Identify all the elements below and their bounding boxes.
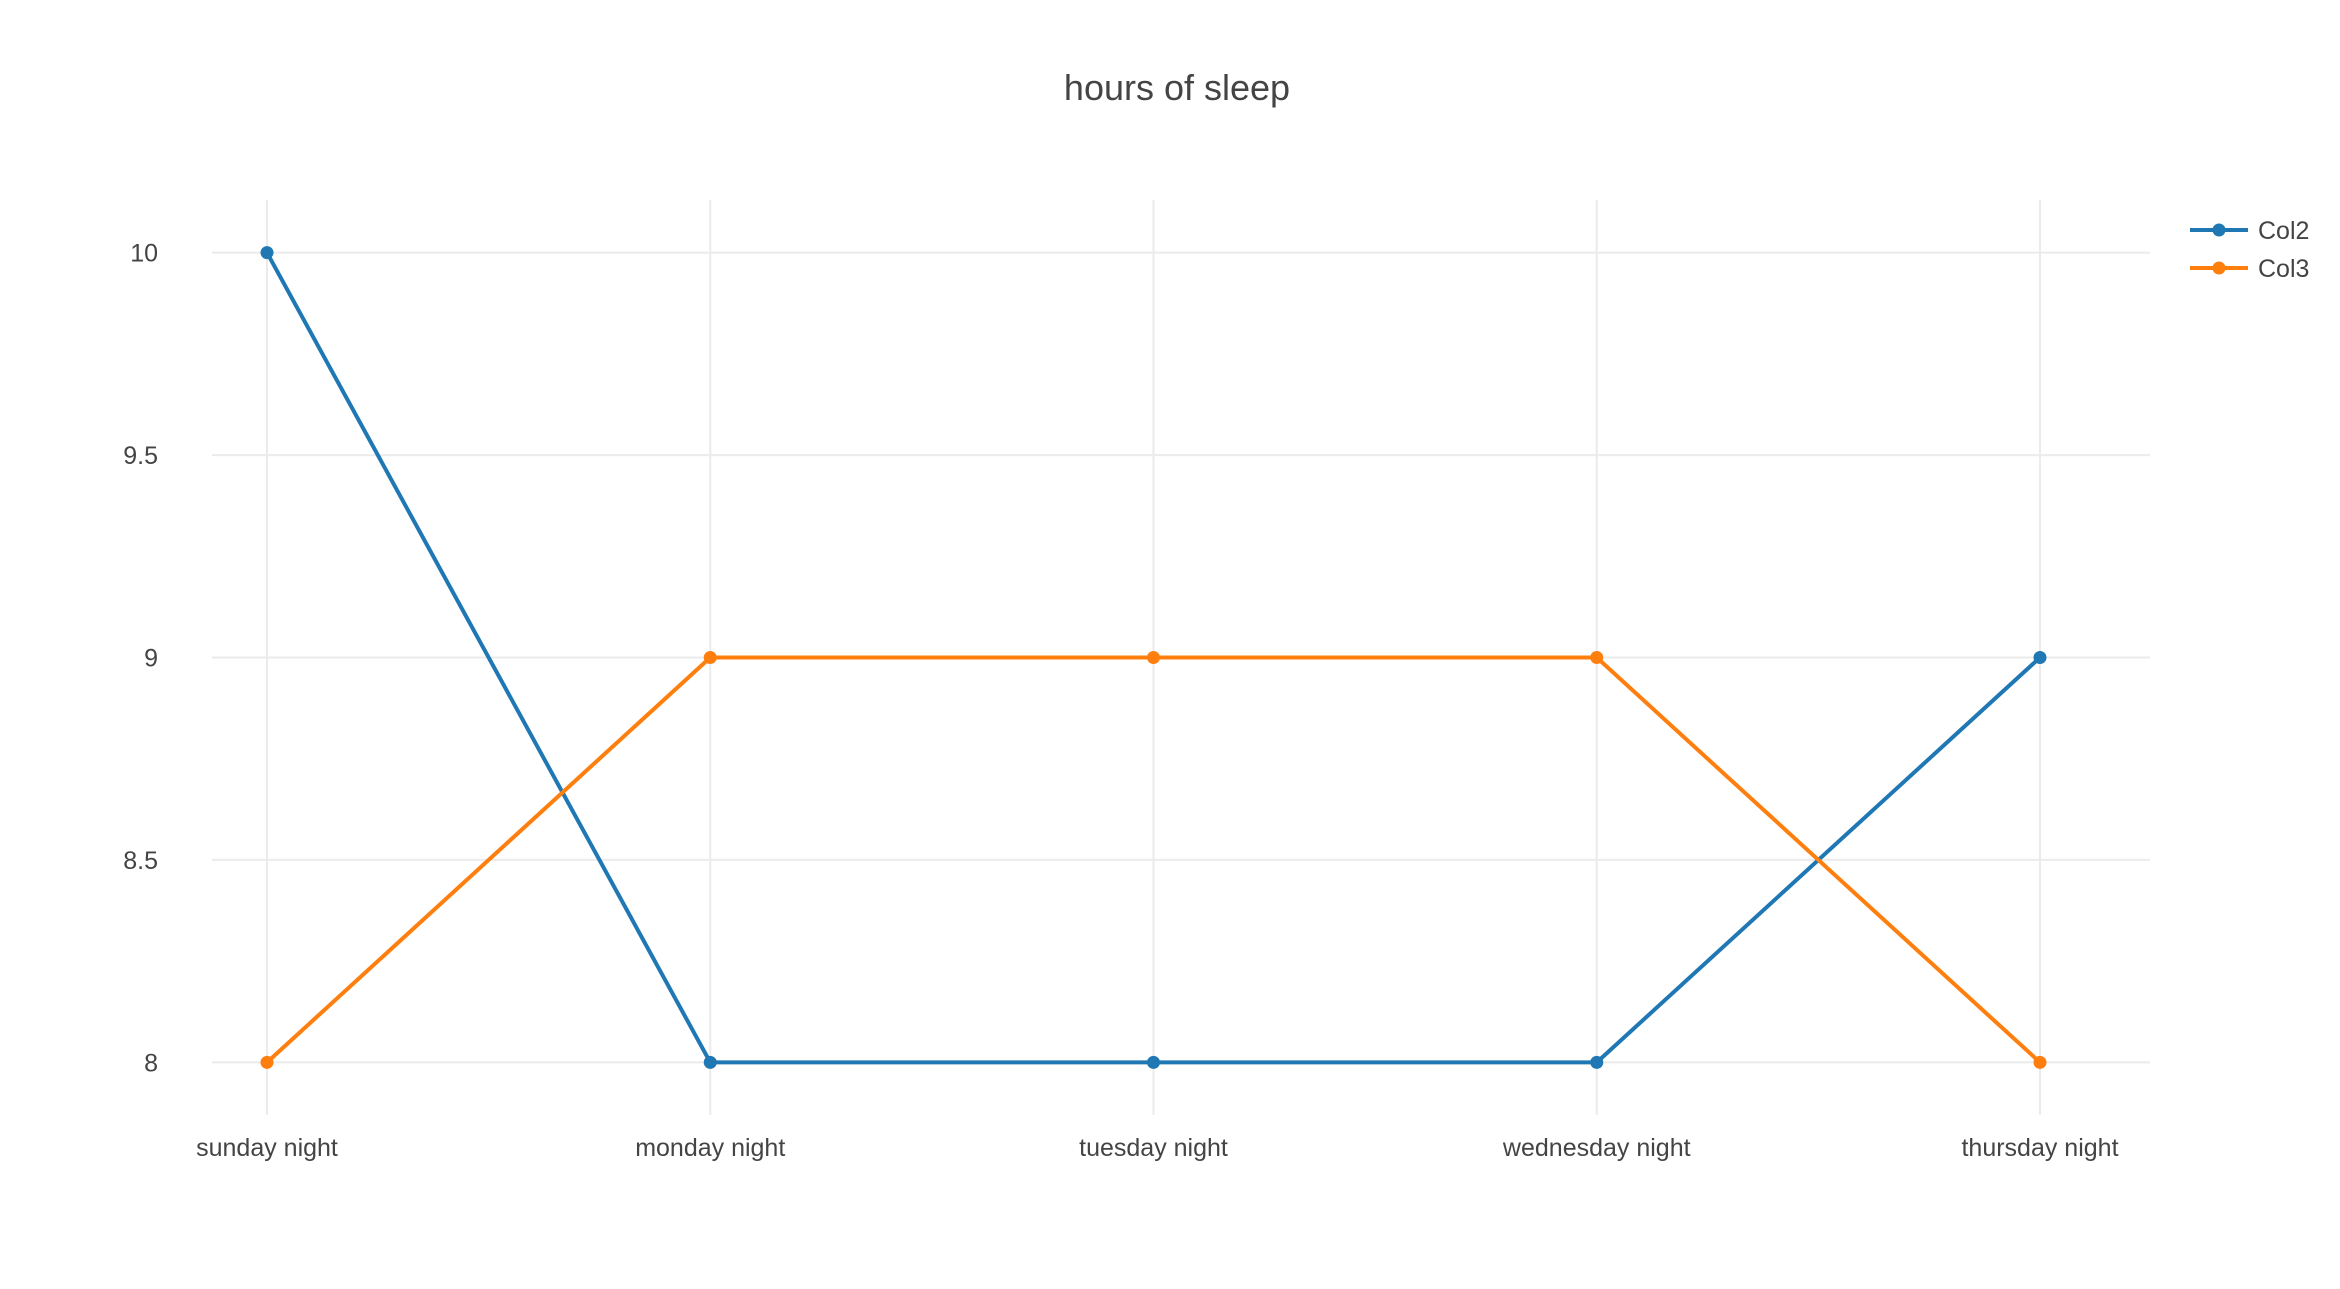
legend-item-col2[interactable]: Col2 [2190,217,2309,245]
y-axis-ticks: 8 8.5 9 9.5 10 [123,240,158,1078]
chart-title: hours of sleep [1064,67,1290,108]
legend-swatch-marker [2212,261,2226,275]
x-axis-ticks: sunday night monday night tuesday night wed… [196,1134,2118,1162]
x-tick-label: monday night [635,1134,785,1162]
data-point[interactable] [2033,651,2047,664]
data-point[interactable] [703,1055,717,1069]
y-tick-label: 8.5 [123,847,158,875]
legend-label: Col3 [2258,255,2309,283]
data-point[interactable] [260,1055,274,1069]
legend-item-col3[interactable]: Col3 [2190,255,2309,283]
legend[interactable]: Col2 Col3 [2190,217,2309,283]
x-tick-label: sunday night [196,1134,338,1162]
data-point[interactable] [2033,1055,2047,1069]
x-tick-label: tuesday night [1079,1134,1228,1162]
data-point[interactable] [1590,1055,1604,1069]
data-point[interactable] [1147,651,1160,664]
data-point[interactable] [703,651,717,664]
legend-swatch-marker [2212,223,2226,237]
x-tick-label: wednesday night [1502,1134,1691,1162]
legend-label: Col2 [2258,217,2309,245]
data-point[interactable] [260,246,274,260]
series-layer [260,246,2047,1069]
y-tick-label: 9.5 [123,442,158,470]
y-tick-label: 8 [144,1049,158,1077]
series-col3 [260,651,2047,1069]
y-tick-label: 9 [144,645,158,673]
data-point[interactable] [1590,651,1604,664]
y-tick-label: 10 [130,240,158,268]
data-point[interactable] [1147,1055,1160,1069]
x-tick-label: thursday night [1961,1134,2118,1162]
